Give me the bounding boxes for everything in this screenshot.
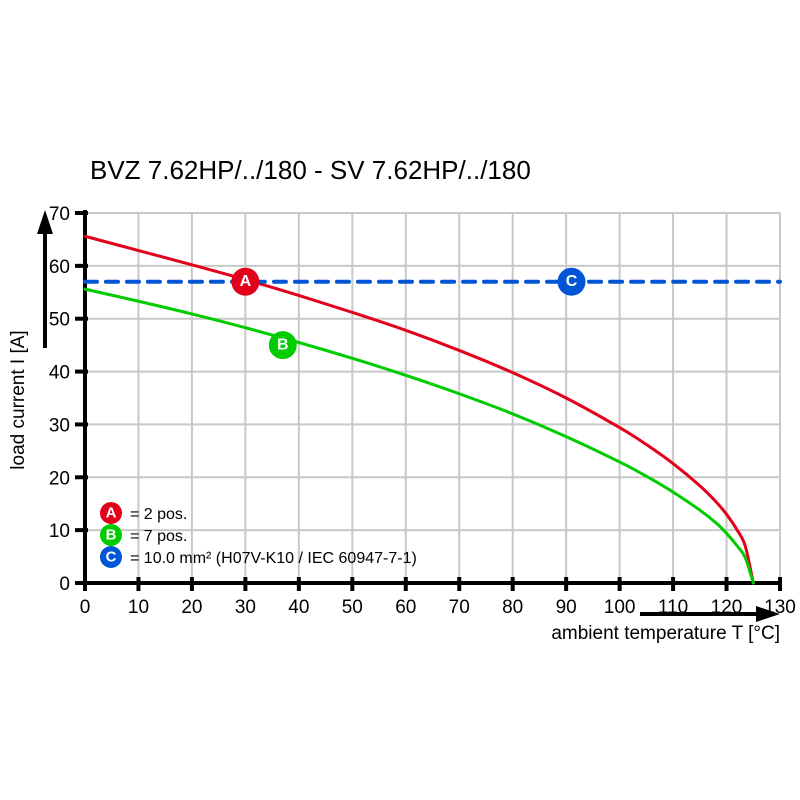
y-axis-tick-labels: 0 10 20 30 40 50 60 70 <box>49 204 70 595</box>
y-axis-tick-label: 30 <box>49 415 70 436</box>
x-axis-tick-labels: 0 10 20 30 40 50 60 70 80 90 100 110 120 130 <box>80 597 796 618</box>
x-axis-tick-label: 40 <box>288 597 309 618</box>
legend-item-label: = 2 pos. <box>130 506 187 523</box>
legend-item-b: B = 7 pos. <box>100 524 187 546</box>
y-axis-arrow-head <box>37 210 53 234</box>
marker-label: B <box>277 337 289 354</box>
x-axis-tick-label: 0 <box>80 597 91 618</box>
x-axis-arrow-head <box>756 606 780 622</box>
data-markers-layer: A B C <box>231 267 586 360</box>
marker-circle <box>268 331 297 360</box>
grid-horizontal-lines <box>85 212 780 584</box>
data-series-line-b <box>83 287 755 585</box>
legend-item-c: C = 10.0 mm² (H07V-K10 / IEC 60947-7-1) <box>100 546 417 568</box>
marker-label: A <box>240 273 252 290</box>
legend-badge-letter: C <box>106 549 117 566</box>
legend-item-label: = 10.0 mm² (H07V-K10 / IEC 60947-7-1) <box>130 550 417 567</box>
legend-badge-a-icon <box>100 502 122 524</box>
x-axis-tick-label: 60 <box>395 597 416 618</box>
marker-label: C <box>566 273 578 290</box>
legend-badge-letter: B <box>106 527 117 544</box>
chart-title: BVZ 7.62HP/../180 - SV 7.62HP/../180 <box>90 155 531 185</box>
y-axis-tick-label: 40 <box>49 363 70 384</box>
x-axis-tick-label: 90 <box>556 597 577 618</box>
legend-item-label: = 7 pos. <box>130 528 187 545</box>
y-axis-tick-label: 70 <box>49 204 70 225</box>
grid-vertical-lines <box>84 213 781 583</box>
x-axis-tick-label: 80 <box>502 597 523 618</box>
x-axis-tick-label: 50 <box>342 597 363 618</box>
x-axis-title: ambient temperature T [°C] <box>551 623 780 644</box>
y-axis-ticks <box>75 211 88 585</box>
legend-item-a: A = 2 pos. <box>100 502 187 524</box>
chart-legend: A = 2 pos. B = 7 pos. C = 10.0 mm² (H07V-K10 … <box>100 502 417 568</box>
data-marker-c: C <box>557 267 586 296</box>
legend-badge-b-icon <box>100 524 122 546</box>
y-axis-title: load current I [A] <box>8 330 29 469</box>
legend-badge-letter: A <box>106 505 117 522</box>
x-axis-tick-label: 70 <box>449 597 470 618</box>
y-axis-title-group: load current I [A] <box>8 210 53 470</box>
data-marker-b: B <box>268 331 297 360</box>
y-axis-tick-label: 10 <box>49 521 70 542</box>
legend-badge-c-icon <box>100 546 122 568</box>
x-axis-tick-label: 100 <box>604 597 636 618</box>
y-axis-tick-label: 60 <box>49 257 70 278</box>
marker-circle <box>231 267 260 296</box>
data-marker-a: A <box>231 267 260 296</box>
y-axis-tick-label: 50 <box>49 310 70 331</box>
x-axis-ticks <box>83 577 782 591</box>
y-axis-tick-label: 20 <box>49 468 70 489</box>
x-axis-tick-label: 10 <box>128 597 149 618</box>
marker-circle <box>557 267 586 296</box>
x-axis-title-group: ambient temperature T [°C] <box>551 606 780 644</box>
y-axis-tick-label: 0 <box>59 574 70 595</box>
x-axis-tick-label: 30 <box>235 597 256 618</box>
x-axis-tick-label: 20 <box>181 597 202 618</box>
